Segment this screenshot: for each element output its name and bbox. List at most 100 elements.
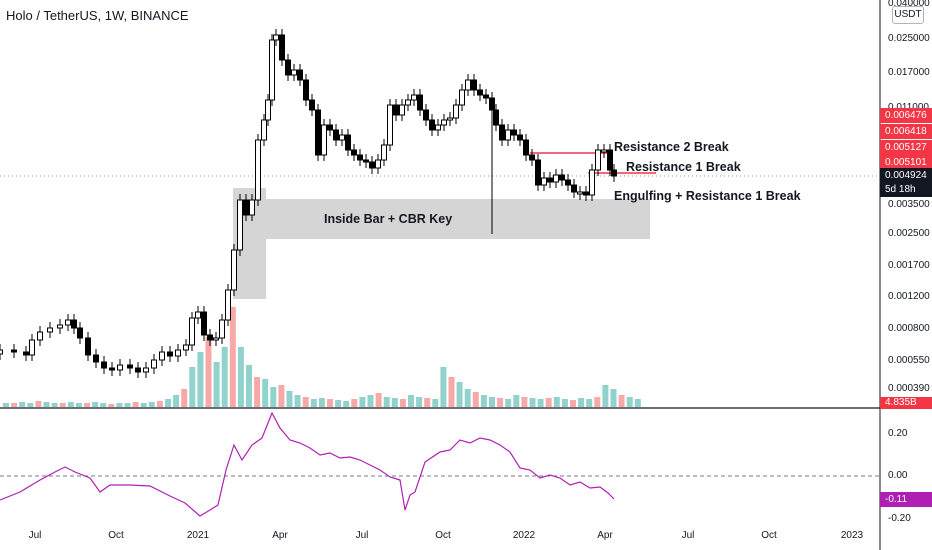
candle-body xyxy=(541,177,547,186)
oscillator-line xyxy=(0,411,615,517)
volume-bar xyxy=(383,397,390,407)
candle-body xyxy=(489,97,495,111)
volume-bar xyxy=(205,337,212,407)
volume-bar xyxy=(529,398,536,407)
volume-bar xyxy=(318,398,325,407)
volume-bar xyxy=(140,403,147,407)
price-label: 0.003500 xyxy=(888,199,930,210)
candle-body xyxy=(47,327,53,333)
inside-bar-cbr-label: Inside Bar + CBR Key xyxy=(324,212,453,226)
currency-badge[interactable]: USDT xyxy=(892,6,924,24)
candle-body xyxy=(279,34,285,61)
volume-bars xyxy=(3,307,641,407)
price-label: 0.011000 xyxy=(888,102,929,113)
candle-body xyxy=(201,311,207,336)
candle-body xyxy=(219,319,225,339)
candle-body xyxy=(387,104,393,146)
volume-bar xyxy=(513,395,520,407)
volume-bar xyxy=(586,399,593,407)
volume-bar xyxy=(92,402,99,407)
candle-body xyxy=(417,94,423,111)
time-label: 2022 xyxy=(512,530,536,541)
candle-body xyxy=(471,79,477,91)
candle-body xyxy=(127,364,133,369)
price-tag-0.005101: 0.005101 xyxy=(880,155,932,170)
volume-bar xyxy=(602,385,609,407)
volume-bar xyxy=(521,397,528,407)
candle-body xyxy=(571,184,577,193)
volume-bar xyxy=(237,347,244,407)
volume-bar xyxy=(229,307,236,407)
candle-body xyxy=(333,129,339,141)
candle-body xyxy=(577,191,583,195)
price-label: 0.000550 xyxy=(888,355,930,366)
candle-body xyxy=(297,69,303,81)
volume-bar xyxy=(335,400,342,407)
candle-body xyxy=(405,99,411,106)
volume-bar xyxy=(408,395,414,407)
volume-bar xyxy=(43,402,50,407)
volume-bar xyxy=(286,391,293,407)
candle-body xyxy=(601,149,607,153)
volume-bar xyxy=(472,392,479,407)
volume-bar xyxy=(262,379,269,407)
volume-bar xyxy=(3,403,9,407)
volume-bar xyxy=(19,402,26,407)
price-tag-0.005127: 0.005127 xyxy=(880,140,932,155)
volume-bar xyxy=(416,397,423,407)
indicator-axis-label: -0.20 xyxy=(888,513,911,524)
candle-body xyxy=(269,39,275,101)
candle-body xyxy=(517,134,523,141)
volume-tag: 4.835B xyxy=(880,397,932,409)
candle-body xyxy=(57,324,63,329)
volume-bar xyxy=(108,404,115,407)
candle-body xyxy=(71,319,77,329)
candle-body xyxy=(399,104,405,116)
volume-bar xyxy=(156,401,163,407)
volume-bar xyxy=(132,402,139,407)
candle-body xyxy=(249,199,255,216)
volume-bar xyxy=(270,387,277,407)
volume-bar xyxy=(399,399,406,407)
candle-body xyxy=(547,177,553,183)
volume-bar xyxy=(424,398,431,407)
candle-body xyxy=(183,344,189,351)
candle-body xyxy=(535,159,541,186)
volume-bar xyxy=(278,385,285,407)
candle-body xyxy=(423,109,429,121)
candle-body xyxy=(109,367,115,371)
volume-bar xyxy=(197,352,204,407)
volume-bar xyxy=(35,401,42,407)
volume-bar xyxy=(440,367,447,407)
indicator-value-tag: -0.11 xyxy=(880,492,932,507)
volume-bar xyxy=(84,403,90,407)
price-label: 0.002500 xyxy=(888,228,930,239)
volume-bar xyxy=(173,395,180,407)
time-label: Jul xyxy=(681,530,695,541)
candle-body xyxy=(393,104,399,116)
volume-bar xyxy=(75,403,82,407)
candle-body xyxy=(29,339,35,356)
candle-body xyxy=(213,337,219,341)
volume-bar xyxy=(254,377,261,407)
volume-bar xyxy=(570,400,576,407)
volume-bar xyxy=(375,393,382,407)
price-label: 0.001200 xyxy=(888,291,930,302)
volume-bar xyxy=(367,395,374,407)
candle-body xyxy=(351,149,357,156)
volume-bar xyxy=(343,401,350,407)
volume-bar xyxy=(464,389,471,407)
time-label: Apr xyxy=(272,530,288,541)
resistance-2-label: Resistance 2 Break xyxy=(614,140,729,154)
time-label: Oct xyxy=(108,530,124,541)
candle-body xyxy=(357,154,363,161)
candlesticks xyxy=(0,29,617,378)
candle-body xyxy=(483,94,489,99)
volume-bar xyxy=(561,399,568,407)
candle-body xyxy=(523,139,529,156)
candle-body xyxy=(11,349,17,353)
time-label: Jul xyxy=(355,530,369,541)
price-label: 0.025000 xyxy=(888,33,930,44)
volume-bar xyxy=(148,402,155,407)
